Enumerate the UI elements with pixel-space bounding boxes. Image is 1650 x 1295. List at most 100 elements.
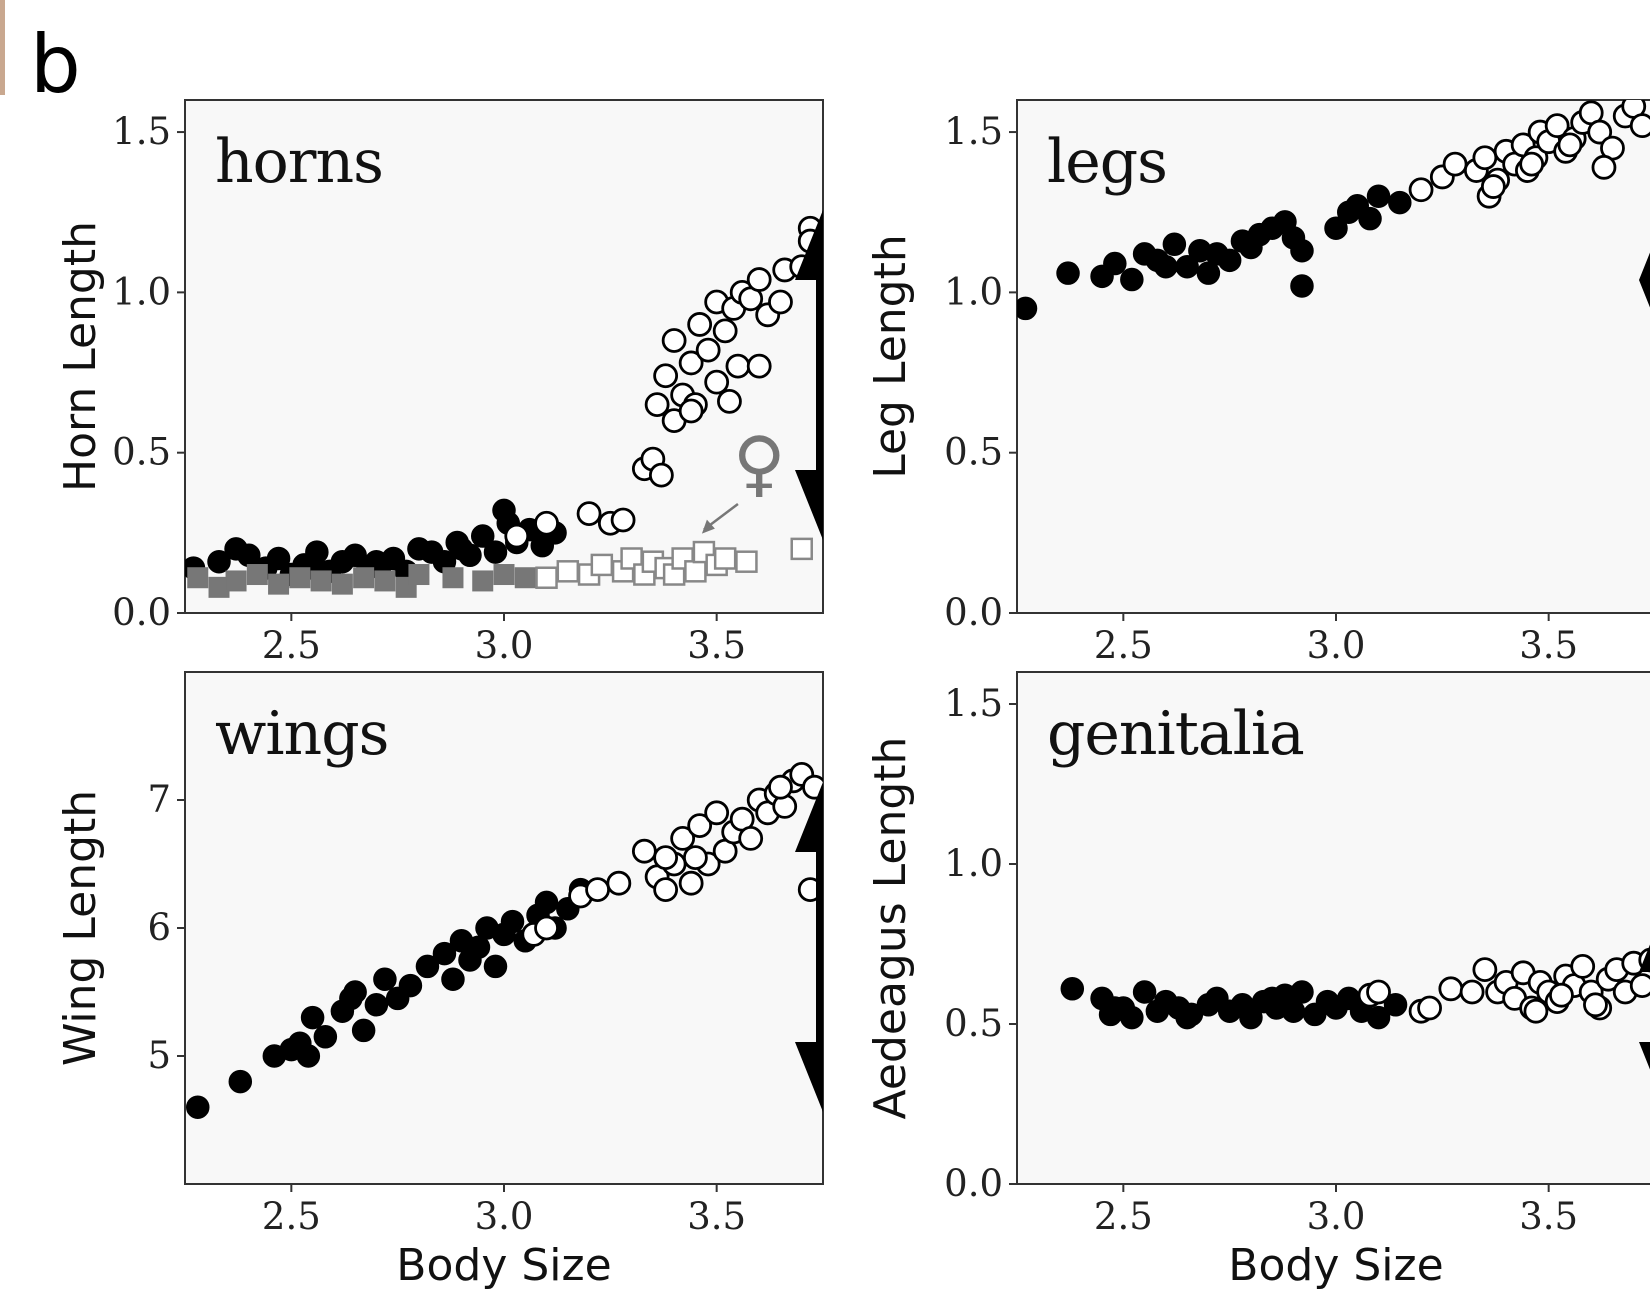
data-point-open-circle [606,870,632,896]
x-axis-label: Body Size [396,1240,611,1291]
data-point-open-square [590,553,614,577]
data-point-open-circle [670,826,696,851]
data-point-open-circle [1549,982,1574,1008]
x-tick-label: 3.0 [1307,624,1366,667]
y-tick-label: 1.0 [112,270,171,313]
data-point-filled-circle [1120,267,1144,292]
data-point-filled-square [472,570,494,592]
data-point-open-circle [1629,973,1650,998]
y-tick-label: 1.5 [944,682,1003,725]
data-point-open-circle [1519,151,1545,177]
data-point-open-circle [695,337,721,363]
data-point-open-circle [687,312,713,337]
data-point-open-circle [1417,995,1442,1021]
data-point-filled-circle [1132,980,1157,1004]
data-point-open-circle [704,369,730,395]
data-point-filled-circle [1358,206,1382,231]
data-point-open-square [790,537,813,561]
data-point-filled-circle [1366,1005,1391,1030]
plot-marks: ♀ [185,210,823,598]
panel-letter: b [30,18,81,111]
data-point-filled-circle [1103,251,1127,276]
data-point-filled-circle [398,973,423,998]
plot-area [1016,671,1650,1185]
x-tick-label: 2.5 [262,624,321,667]
data-point-open-circle [712,318,738,344]
data-point-open-circle [768,289,793,315]
plot-marks [1017,100,1650,321]
data-point-open-circle [1442,151,1468,177]
data-point-open-circle [678,398,704,424]
data-point-filled-circle [441,967,465,991]
genitalia-panel: 0.0 0.5 1.0 1.5 2.5 3.0 3.5 Aedeagus Length Body… [865,671,1650,1291]
data-point-filled-circle [1366,184,1391,208]
data-point-open-circle [1587,119,1613,145]
data-point-filled-circle [1154,254,1178,279]
data-point-filled-circle [186,1095,210,1119]
data-point-open-circle [1557,132,1583,158]
data-point-open-circle [1523,998,1549,1024]
x-tick-label: 2.5 [262,1195,321,1238]
data-point-filled-circle [1056,261,1080,285]
data-point-filled-circle [534,890,559,915]
y-axis-label: Leg Length [865,234,916,479]
data-point-filled-circle [415,954,440,979]
data-point-open-circle [653,845,679,870]
data-point-filled-square [246,564,268,586]
x-tick-label: 3.5 [687,624,746,667]
y-tick-label: 5 [147,1034,171,1077]
data-point-filled-circle [1290,274,1314,298]
data-point-open-circle [653,363,679,389]
plot-marks [1060,944,1650,1070]
y-tick-label: 0.0 [944,591,1003,634]
data-point-open-circle [704,800,730,826]
data-point-filled-circle [1324,216,1348,240]
data-point-open-circle [653,877,679,902]
data-point-filled-circle [1060,977,1085,1001]
data-point-filled-circle [483,954,508,979]
panel-title: horns [215,127,383,197]
data-point-open-circle [768,774,793,800]
data-point-filled-square [331,573,353,595]
data-point-filled-circle [483,540,508,564]
data-point-filled-circle [1196,261,1221,285]
data-point-filled-circle [1290,238,1314,263]
y-axis-label: Aedeagus Length [865,737,916,1120]
data-point-filled-square [225,570,247,592]
data-point-open-circle [746,267,772,292]
data-point-open-circle [585,877,610,902]
data-point-open-circle [504,523,530,549]
x-tick-label: 3.0 [1307,1195,1366,1238]
data-point-open-circle [1366,979,1391,1005]
data-point-filled-square [289,567,311,589]
data-point-filled-circle [1103,996,1127,1020]
panel-title: legs [1047,127,1167,197]
panel-title: genitalia [1047,699,1304,769]
data-point-open-circle [1570,954,1596,979]
data-point-open-circle [802,774,823,800]
data-point-open-circle [738,826,764,851]
data-point-open-square [684,560,707,583]
data-point-filled-circle [300,1005,325,1030]
data-point-open-square [535,566,558,589]
data-point-open-circle [1408,177,1434,203]
y-tick-label: 0.0 [944,1162,1003,1205]
data-point-open-circle [1544,113,1570,139]
x-tick-label: 2.5 [1094,624,1153,667]
data-point-filled-circle [1383,993,1408,1017]
y-tick-label: 0.5 [944,431,1003,474]
x-tick-label: 2.5 [1094,1195,1153,1238]
panels-container: ♀ 0.0 0.5 1.0 1.5 2.5 3.0 3.5 Horn Length horns 0.… [55,99,1650,1291]
data-point-filled-circle [313,1025,338,1049]
plot-area [1016,99,1650,614]
data-point-filled-circle [1260,986,1284,1011]
data-point-filled-circle [296,1044,321,1068]
plot-marks [186,762,823,1119]
data-point-filled-square [310,570,332,592]
image-edge-strip [0,0,5,95]
data-point-filled-circle [1017,296,1038,321]
data-point-filled-square [493,564,515,586]
data-point-open-circle [1472,145,1498,171]
data-point-open-circle [746,353,772,379]
data-point-filled-square [514,567,536,589]
